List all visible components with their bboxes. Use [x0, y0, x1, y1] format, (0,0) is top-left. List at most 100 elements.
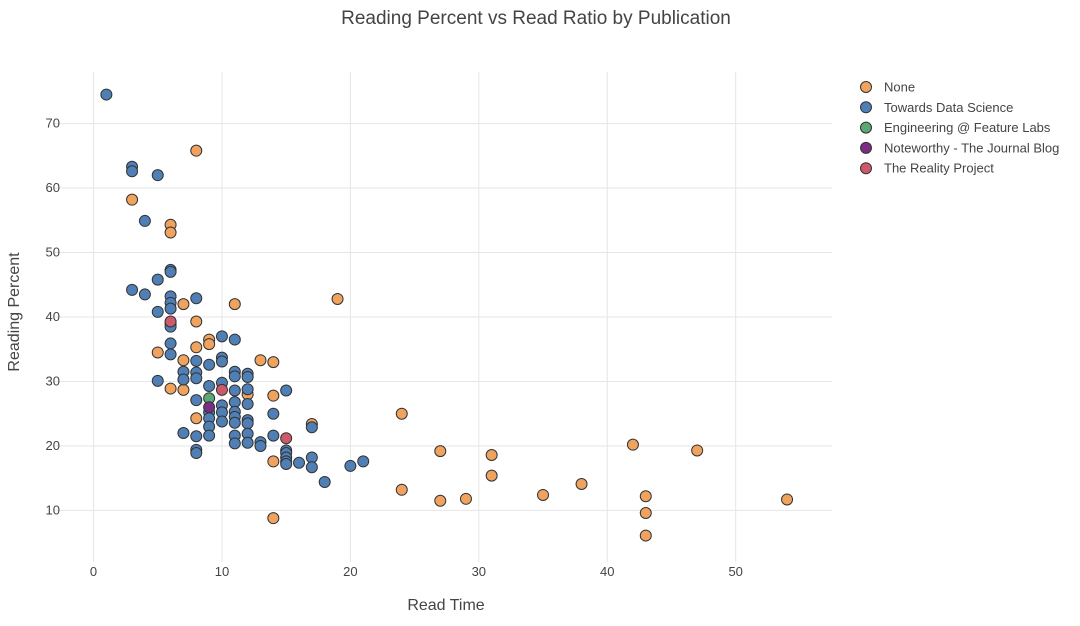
data-point-series-1: [138, 214, 151, 227]
data-point-series-0: [395, 407, 408, 420]
legend-marker: [860, 121, 872, 134]
data-point-series-0: [190, 315, 203, 328]
data-point-series-1: [151, 374, 164, 387]
data-point-series-0: [691, 444, 704, 457]
data-point-series-0: [485, 448, 498, 461]
legend-label: None: [884, 80, 915, 95]
x-tick-label: 0: [90, 564, 97, 579]
x-tick-label: 50: [728, 564, 742, 579]
data-point-series-1: [344, 459, 357, 472]
data-point-series-0: [177, 354, 190, 367]
data-point-series-0: [267, 389, 280, 402]
data-point-series-1: [241, 383, 254, 396]
x-tick-label: 40: [600, 564, 614, 579]
data-point-series-0: [151, 346, 164, 359]
data-point-series-1: [190, 372, 203, 385]
data-point-series-1: [151, 273, 164, 286]
data-point-series-1: [228, 384, 241, 397]
data-point-series-0: [781, 493, 794, 506]
data-point-series-0: [254, 354, 267, 367]
data-point-series-0: [177, 298, 190, 311]
data-point-series-4: [215, 383, 228, 396]
data-point-series-1: [228, 416, 241, 429]
data-point-series-0: [190, 341, 203, 354]
data-point-series-0: [626, 438, 639, 451]
data-point-series-1: [305, 461, 318, 474]
data-point-series-1: [177, 373, 190, 386]
legend-marker: [860, 162, 872, 175]
x-tick-label: 30: [472, 564, 486, 579]
x-tick-label: 10: [215, 564, 229, 579]
data-point-series-4: [280, 432, 293, 445]
data-point-series-1: [267, 407, 280, 420]
x-tick-label: 20: [343, 564, 357, 579]
data-point-series-4: [164, 315, 177, 328]
data-point-series-1: [228, 437, 241, 450]
data-point-series-0: [203, 338, 216, 351]
legend-marker: [860, 101, 872, 114]
data-point-series-1: [241, 398, 254, 411]
data-point-series-1: [318, 476, 331, 489]
data-point-series-0: [395, 483, 408, 496]
data-point-series-1: [215, 415, 228, 428]
legend-label: Engineering @ Feature Labs: [884, 120, 1051, 135]
data-point-series-0: [434, 494, 447, 507]
legend-marker: [860, 81, 872, 93]
data-point-series-1: [190, 354, 203, 367]
data-point-series-0: [164, 226, 177, 239]
y-tick-label: 20: [46, 438, 60, 453]
data-point-series-0: [164, 382, 177, 395]
legend-label: The Reality Project: [884, 161, 994, 176]
legend-label: Noteworthy - The Journal Blog: [884, 140, 1059, 155]
data-point-series-0: [190, 144, 203, 157]
x-axis-ticks: 0 10 20 30 40 50: [90, 564, 743, 579]
data-point-series-0: [126, 193, 139, 206]
data-point-series-0: [575, 477, 588, 490]
y-tick-label: 10: [46, 502, 60, 517]
data-point-series-1: [241, 370, 254, 383]
y-tick-label: 40: [46, 309, 60, 324]
data-point-series-0: [459, 492, 472, 505]
data-point-series-0: [639, 529, 652, 542]
data-point-series-1: [164, 348, 177, 361]
data-point-series-0: [228, 298, 241, 311]
data-point-series-1: [305, 421, 318, 434]
data-point-series-1: [164, 337, 177, 350]
data-point-series-1: [254, 439, 267, 452]
y-tick-label: 30: [46, 373, 60, 388]
data-point-series-1: [177, 427, 190, 440]
y-axis-ticks: 10 20 30 40 50 60 70: [46, 116, 60, 518]
data-point-series-1: [215, 330, 228, 343]
data-point-series-1: [215, 355, 228, 368]
y-tick-label: 70: [46, 116, 60, 131]
data-point-series-1: [280, 384, 293, 397]
data-point-series-1: [190, 447, 203, 460]
data-point-series-0: [190, 412, 203, 425]
data-point-series-1: [203, 429, 216, 442]
data-point-series-1: [100, 88, 113, 101]
data-point-series-0: [267, 512, 280, 525]
data-point-series-0: [434, 445, 447, 458]
data-point-series-1: [126, 165, 139, 178]
data-point-series-0: [267, 356, 280, 369]
data-point-series-1: [280, 458, 293, 470]
chart-title: Reading Percent vs Read Ratio by Publica…: [341, 8, 731, 29]
legend-marker: [860, 141, 872, 154]
data-point-series-1: [126, 283, 139, 296]
data-point-series-1: [228, 333, 241, 346]
data-point-series-0: [639, 490, 652, 503]
legend-label: Towards Data Science: [884, 100, 1013, 115]
y-tick-label: 60: [46, 180, 60, 195]
data-point-series-0: [267, 455, 280, 468]
y-tick-label: 50: [46, 245, 60, 260]
data-point-series-1: [267, 429, 280, 442]
data-point-series-0: [331, 292, 344, 305]
data-point-series-1: [190, 394, 203, 407]
data-point-series-1: [164, 302, 177, 315]
data-points: [100, 88, 794, 542]
data-point-series-1: [138, 288, 151, 301]
data-point-series-1: [151, 169, 164, 182]
data-point-series-0: [639, 507, 652, 519]
data-point-series-1: [190, 430, 203, 443]
